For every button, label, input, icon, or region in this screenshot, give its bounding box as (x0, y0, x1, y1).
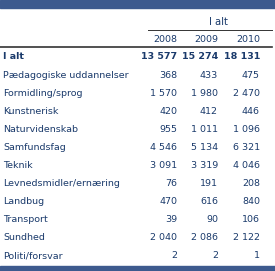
Text: 5 134: 5 134 (191, 143, 218, 152)
Text: Formidling/sprog: Formidling/sprog (3, 89, 82, 98)
Text: 1 570: 1 570 (150, 89, 177, 98)
Text: 2: 2 (212, 251, 218, 260)
Text: 2 040: 2 040 (150, 233, 177, 242)
Text: I alt: I alt (209, 17, 228, 27)
Bar (0, 266, 275, 271)
Text: 420: 420 (159, 107, 177, 116)
Text: 6 321: 6 321 (233, 143, 260, 152)
Text: 1: 1 (254, 251, 260, 260)
Text: 15 274: 15 274 (182, 53, 218, 62)
Text: 2 122: 2 122 (233, 233, 260, 242)
Text: Pædagogiske uddannelser: Pædagogiske uddannelser (3, 70, 129, 79)
Text: 3 091: 3 091 (150, 161, 177, 170)
Text: Levnedsmidler/ernæring: Levnedsmidler/ernæring (3, 179, 120, 188)
Bar (0, 0, 275, 8)
Text: 2 086: 2 086 (191, 233, 218, 242)
Text: 2010: 2010 (236, 36, 260, 44)
Text: Samfundsfag: Samfundsfag (3, 143, 66, 152)
Text: 208: 208 (242, 179, 260, 188)
Text: Naturvidenskab: Naturvidenskab (3, 125, 78, 134)
Text: 76: 76 (165, 179, 177, 188)
Text: Teknik: Teknik (3, 161, 33, 170)
Text: I alt: I alt (3, 53, 24, 62)
Text: 368: 368 (159, 70, 177, 79)
Text: Sundhed: Sundhed (3, 233, 45, 242)
Text: 90: 90 (206, 215, 218, 224)
Text: 4 046: 4 046 (233, 161, 260, 170)
Text: 1 011: 1 011 (191, 125, 218, 134)
Text: 191: 191 (200, 179, 218, 188)
Text: Kunstnerisk: Kunstnerisk (3, 107, 58, 116)
Text: 1 096: 1 096 (233, 125, 260, 134)
Text: 2 470: 2 470 (233, 89, 260, 98)
Text: 470: 470 (159, 197, 177, 206)
Text: 1 980: 1 980 (191, 89, 218, 98)
Text: 2009: 2009 (194, 36, 218, 44)
Text: Politi/forsvar: Politi/forsvar (3, 251, 63, 260)
Text: 955: 955 (159, 125, 177, 134)
Text: 2008: 2008 (153, 36, 177, 44)
Text: 106: 106 (242, 215, 260, 224)
Text: 433: 433 (200, 70, 218, 79)
Text: 475: 475 (242, 70, 260, 79)
Text: 446: 446 (242, 107, 260, 116)
Text: 412: 412 (200, 107, 218, 116)
Text: 13 577: 13 577 (141, 53, 177, 62)
Text: 3 319: 3 319 (191, 161, 218, 170)
Text: 2: 2 (171, 251, 177, 260)
Text: 18 131: 18 131 (224, 53, 260, 62)
Text: 616: 616 (200, 197, 218, 206)
Text: 39: 39 (165, 215, 177, 224)
Text: 840: 840 (242, 197, 260, 206)
Text: Landbug: Landbug (3, 197, 44, 206)
Text: Transport: Transport (3, 215, 48, 224)
Text: 4 546: 4 546 (150, 143, 177, 152)
